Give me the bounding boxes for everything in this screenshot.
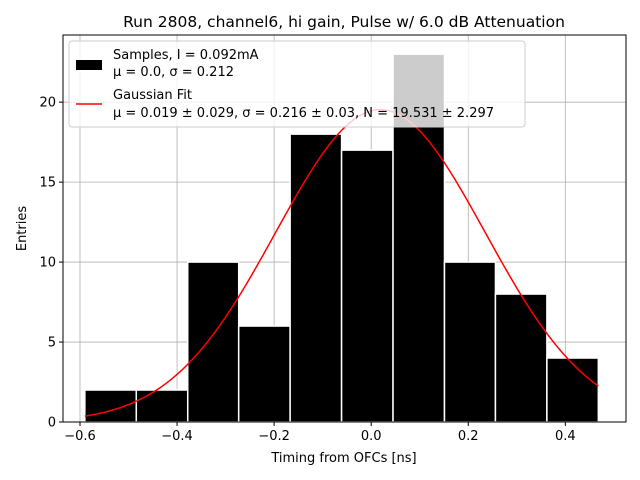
x-tick-label: 0.0 <box>361 429 382 444</box>
y-axis-label: Entries <box>15 206 30 252</box>
legend-samples-line1: Samples, I = 0.092mA <box>113 48 259 63</box>
chart-title: Run 2808, channel6, hi gain, Pulse w/ 6.… <box>123 13 565 31</box>
histogram-bar <box>135 389 189 423</box>
histogram-bar <box>443 261 497 423</box>
y-axis-ticks: 0 5 10 15 20 <box>39 96 63 431</box>
histogram-bar <box>84 389 138 423</box>
y-tick-label: 10 <box>39 256 56 271</box>
fit-layer <box>84 108 599 417</box>
histogram-bar <box>546 357 600 423</box>
histogram-bar <box>340 149 394 423</box>
x-axis-ticks: −0.6 −0.4 −0.2 0.0 0.2 0.4 <box>64 422 576 444</box>
legend-box <box>68 40 526 128</box>
y-tick-label: 15 <box>39 176 56 191</box>
x-tick-label: −0.2 <box>258 429 290 444</box>
x-tick-label: −0.4 <box>161 429 193 444</box>
legend-fit-line2: μ = 0.019 ± 0.029, σ = 0.216 ± 0.03, N =… <box>113 106 494 121</box>
x-tick-label: 0.4 <box>555 429 576 444</box>
x-tick-label: −0.6 <box>64 429 96 444</box>
legend: Samples, I = 0.092mA μ = 0.0, σ = 0.212 … <box>68 40 526 128</box>
legend-samples-swatch <box>76 60 102 70</box>
histogram-bar <box>186 261 240 423</box>
histogram-bar <box>494 293 548 423</box>
y-tick-label: 20 <box>39 96 56 111</box>
histogram-bar <box>289 133 343 423</box>
plot-frame <box>62 34 627 423</box>
histogram-bar <box>237 325 291 423</box>
x-tick-label: 0.2 <box>458 429 479 444</box>
legend-samples-line2: μ = 0.0, σ = 0.212 <box>113 65 234 80</box>
x-axis-label: Timing from OFCs [ns] <box>270 451 416 466</box>
legend-fit-line1: Gaussian Fit <box>113 88 192 103</box>
y-tick-label: 5 <box>48 336 56 351</box>
gaussian-fit-curve <box>84 108 599 417</box>
y-tick-label: 0 <box>48 416 56 431</box>
